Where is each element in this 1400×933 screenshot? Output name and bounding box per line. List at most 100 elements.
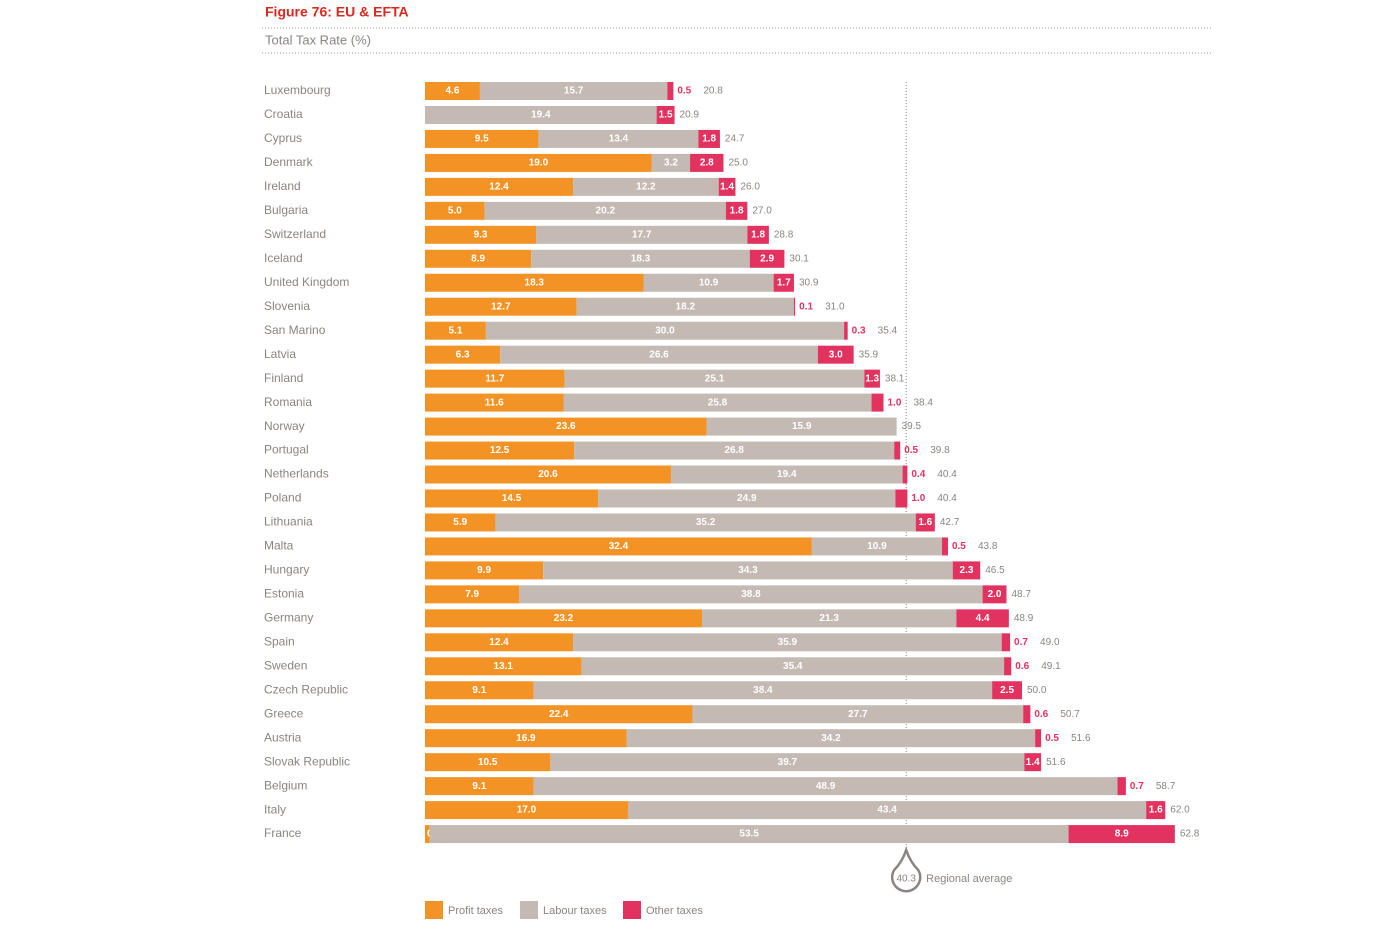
value-label: 0.5 <box>677 86 691 97</box>
bar-segment <box>425 681 534 700</box>
average-value: 40.3 <box>896 874 916 885</box>
bar-segment <box>894 441 901 460</box>
value-label: 22.4 <box>549 709 569 720</box>
category-label: Czech Republic <box>264 682 348 696</box>
value-label: 13.1 <box>493 661 513 672</box>
bar-segment <box>902 465 908 484</box>
bar-segment <box>817 345 854 364</box>
bar-segment <box>627 801 1147 820</box>
bar-segment <box>1146 801 1166 820</box>
bar-segment <box>749 249 785 268</box>
bar-segment <box>538 129 699 148</box>
category-label: Latvia <box>264 347 296 361</box>
category-label: Malta <box>264 539 294 553</box>
value-label: 5.1 <box>448 325 462 336</box>
bar-segment <box>1001 633 1011 652</box>
value-label: 0.1 <box>799 301 813 312</box>
bar-segment <box>773 273 794 292</box>
bar-segment <box>581 657 1005 676</box>
bar-segment <box>425 369 565 388</box>
bar-segment <box>576 297 794 316</box>
value-label: 30.0 <box>655 325 675 336</box>
average-label: Regional average <box>926 873 1012 885</box>
value-label: 3.0 <box>829 349 843 360</box>
bar-segment <box>702 609 957 628</box>
total-label: 42.7 <box>940 517 960 528</box>
bar-segment <box>690 153 724 172</box>
value-label: 9.9 <box>477 565 491 576</box>
value-label: 11.7 <box>485 373 504 384</box>
value-label: 9.1 <box>472 781 486 792</box>
value-label: 19.4 <box>531 110 551 121</box>
value-label: 10.9 <box>867 541 887 552</box>
total-label: 30.1 <box>789 253 809 264</box>
value-label: 4.6 <box>446 86 460 97</box>
value-label: 0.5 <box>952 541 966 552</box>
bar-segment <box>425 321 486 340</box>
value-label: 20.2 <box>596 205 616 216</box>
value-label: 1.5 <box>659 110 673 121</box>
bar-segment <box>485 321 845 340</box>
category-label: Germany <box>264 611 313 625</box>
bar-segment <box>500 345 818 364</box>
bar-segment <box>563 393 872 412</box>
legend-swatch <box>623 901 641 919</box>
bar-segment <box>533 681 993 700</box>
value-label: 5.0 <box>448 205 462 216</box>
value-label: 16.9 <box>516 733 536 744</box>
bar-segment <box>425 417 707 436</box>
bar-segment <box>550 753 1025 772</box>
bar-segment <box>992 681 1022 700</box>
value-label: 14.5 <box>502 493 522 504</box>
bar-segment <box>425 585 520 604</box>
bar-segment <box>536 225 748 244</box>
total-label: 51.6 <box>1071 733 1091 744</box>
value-label: 12.5 <box>490 445 510 456</box>
total-label: 20.9 <box>680 110 700 121</box>
bar-segment <box>425 633 574 652</box>
bar-segment <box>531 249 750 268</box>
category-label: United Kingdom <box>264 275 349 289</box>
category-label: Cyprus <box>264 131 302 145</box>
bar-segment <box>425 609 703 628</box>
value-label: 9.5 <box>475 134 489 145</box>
total-label: 49.0 <box>1040 637 1060 648</box>
value-label: 18.2 <box>676 301 696 312</box>
value-label: 20.6 <box>538 469 558 480</box>
category-label: Netherlands <box>264 467 329 481</box>
bar-segment <box>425 82 480 100</box>
value-label: 2.0 <box>988 589 1002 600</box>
bar-segment <box>425 729 627 748</box>
total-label: 25.0 <box>729 158 749 169</box>
bar-segment <box>626 729 1036 748</box>
bar-segment <box>425 489 599 508</box>
value-label: 1.0 <box>887 397 901 408</box>
value-label: 53.5 <box>739 829 759 840</box>
value-label: 1.6 <box>918 517 932 528</box>
category-label: Hungary <box>264 563 309 577</box>
value-label: 0.6 <box>1034 709 1048 720</box>
value-label: 4.4 <box>976 613 990 624</box>
value-label: 12.7 <box>491 301 511 312</box>
bar-segment <box>952 561 981 580</box>
category-label: France <box>264 826 302 840</box>
bar-segment <box>425 105 657 124</box>
bar-segment <box>1004 657 1012 676</box>
value-label: 26.6 <box>649 349 669 360</box>
value-label: 2.5 <box>1000 685 1014 696</box>
bar-segment <box>425 297 577 316</box>
value-label: 0.3 <box>852 325 866 336</box>
bar-segment <box>425 393 564 412</box>
bar-segment <box>942 537 948 556</box>
legend-swatch <box>520 901 538 919</box>
bar-segment <box>656 105 675 124</box>
total-label: 40.4 <box>937 493 957 504</box>
bar-segment <box>425 465 671 484</box>
total-label: 39.5 <box>902 421 922 432</box>
value-label: 10.5 <box>478 757 498 768</box>
bar-segment <box>479 82 668 100</box>
bar-segment <box>425 657 582 676</box>
total-label: 31.0 <box>825 301 845 312</box>
average-marker <box>890 846 922 893</box>
